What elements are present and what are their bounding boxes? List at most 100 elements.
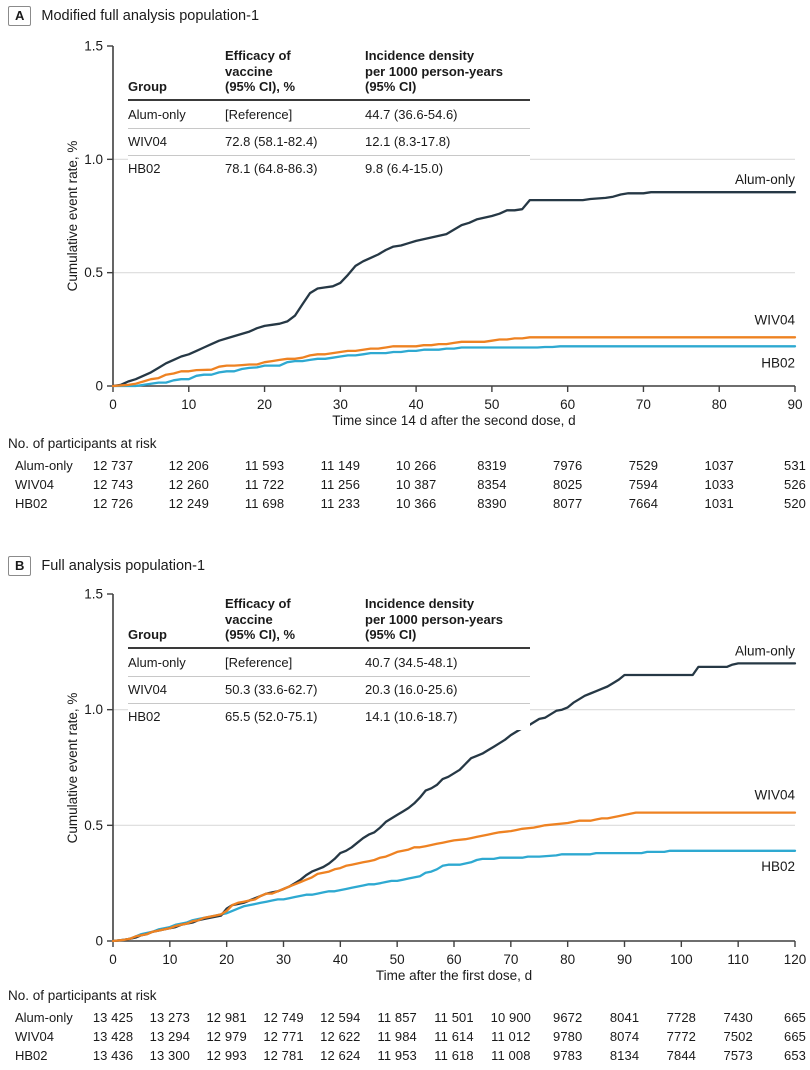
cell-incidence: 12.1 (8.3-17.8) [365, 134, 451, 149]
panel-b-title: Full analysis population-1 [41, 558, 206, 574]
panel-a-at-risk: No. of participants at risk Alum-only 12… [0, 436, 810, 514]
y-tick-label: 0.5 [84, 265, 103, 280]
panel-b-at-risk: No. of participants at risk Alum-only 13… [0, 988, 810, 1066]
x-tick-label: 70 [503, 952, 518, 967]
at-risk-value: 665 [784, 1029, 806, 1044]
at-risk-value: 12 743 [92, 477, 134, 492]
at-risk-value: 12 249 [168, 496, 209, 511]
at-risk-row-label: WIV04 [15, 1029, 55, 1044]
at-risk-row: Alum-only 12 737 12 206 11 593 11 149 10 266… [0, 457, 810, 476]
x-tick-label: 80 [560, 952, 575, 967]
x-tick-label: 0 [109, 397, 117, 412]
panel-a-title: Modified full analysis population-1 [41, 8, 260, 24]
at-risk-value: 10 900 [490, 1010, 532, 1025]
x-tick-label: 20 [219, 952, 234, 967]
cell-group: Alum-only [128, 654, 186, 670]
at-risk-value: 10 366 [395, 496, 437, 511]
at-risk-value: 9780 [552, 1029, 583, 1044]
at-risk-value: 526 [784, 477, 806, 492]
at-risk-value: 8077 [552, 496, 583, 511]
at-risk-value: 11 149 [320, 458, 361, 473]
col-header-efficacy: Efficacy of vaccine (95% CI), % [225, 48, 296, 94]
at-risk-value: 1033 [704, 477, 734, 492]
at-risk-value: 12 781 [263, 1048, 304, 1063]
at-risk-value: 531 [784, 458, 806, 473]
series-label: Alum-only [735, 643, 795, 658]
at-risk-value: 12 737 [92, 458, 134, 473]
col-header-group: Group [128, 627, 167, 642]
series-label: HB02 [761, 355, 795, 370]
cell-incidence: 9.8 (6.4-15.0) [365, 161, 444, 176]
series-label: WIV04 [754, 312, 795, 327]
at-risk-value: 11 618 [434, 1048, 474, 1063]
at-risk-value: 11 012 [491, 1029, 531, 1044]
panel-b-header: B Full analysis population-1 [8, 556, 205, 576]
cell-incidence: 14.1 (10.6-18.7) [365, 709, 458, 724]
cell-incidence: 20.3 (16.0-25.6) [365, 682, 458, 697]
panel-b-xlabel: Time after the first dose, d [375, 968, 533, 983]
at-risk-value: 1031 [704, 496, 734, 511]
at-risk-row-label: WIV04 [15, 477, 55, 492]
at-risk-value: 8319 [477, 458, 507, 473]
cell-efficacy: [Reference] [225, 654, 293, 670]
x-tick-label: 30 [276, 952, 291, 967]
at-risk-value: 7844 [666, 1048, 696, 1063]
at-risk-value: 12 594 [320, 1010, 361, 1025]
at-risk-value: 665 [784, 1010, 806, 1025]
at-risk-value: 7430 [723, 1010, 753, 1025]
y-tick-label: 0.5 [84, 818, 103, 833]
x-tick-label: 0 [109, 952, 117, 967]
at-risk-value: 12 979 [206, 1029, 247, 1044]
cell-efficacy: 65.5 (52.0-75.1) [225, 709, 318, 724]
cell-incidence: 44.7 (36.6-54.6) [365, 106, 458, 122]
table-row: WIV04 72.8 (58.1-82.4) 12.1 (8.3-17.8) [128, 127, 530, 155]
x-tick-label: 20 [257, 397, 272, 412]
cell-group: WIV04 [128, 682, 168, 697]
series-hb02 [111, 345, 797, 388]
cell-efficacy: [Reference] [225, 106, 293, 122]
table-row: HB02 65.5 (52.0-75.1) 14.1 (10.6-18.7) [128, 702, 530, 730]
table-header-row: Group Efficacy of vaccine (95% CI), % In… [128, 48, 530, 101]
at-risk-value: 11 593 [244, 458, 285, 473]
at-risk-row: HB02 13 436 13 300 12 993 12 781 12 624 11 95… [0, 1047, 810, 1066]
at-risk-value: 8354 [477, 477, 507, 492]
at-risk-value: 12 981 [206, 1010, 247, 1025]
at-risk-value: 7772 [666, 1029, 696, 1044]
x-tick-label: 60 [446, 952, 461, 967]
at-risk-value: 9672 [552, 1010, 583, 1025]
x-tick-label: 50 [484, 397, 499, 412]
x-tick-label: 10 [181, 397, 196, 412]
x-tick-label: 90 [787, 397, 802, 412]
y-tick-label: 1.5 [84, 587, 103, 602]
at-risk-value: 11 722 [244, 477, 285, 492]
series-label: HB02 [761, 859, 795, 874]
at-risk-value: 8041 [609, 1010, 640, 1025]
at-risk-value: 7976 [552, 458, 583, 473]
at-risk-row-label: Alum-only [15, 458, 73, 473]
at-risk-value: 12 622 [320, 1029, 361, 1044]
at-risk-value: 11 233 [320, 496, 361, 511]
cell-group: WIV04 [128, 134, 168, 149]
table-row: HB02 78.1 (64.8-86.3) 9.8 (6.4-15.0) [128, 154, 530, 182]
at-risk-value: 12 260 [168, 477, 209, 492]
at-risk-value: 8025 [552, 477, 583, 492]
x-tick-label: 50 [390, 952, 405, 967]
x-tick-label: 120 [784, 952, 807, 967]
x-tick-label: 100 [670, 952, 693, 967]
x-tick-label: 70 [636, 397, 651, 412]
cell-group: HB02 [128, 161, 161, 176]
at-risk-value: 10 387 [395, 477, 437, 492]
panel-b-efficacy-table: Group Efficacy of vaccine (95% CI), % In… [128, 596, 530, 730]
at-risk-row-label: HB02 [15, 1048, 48, 1063]
x-tick-label: 80 [712, 397, 727, 412]
at-risk-value: 520 [784, 496, 806, 511]
panel-a-header: A Modified full analysis population-1 [8, 6, 259, 26]
at-risk-value: 11 256 [320, 477, 361, 492]
at-risk-value: 7573 [723, 1048, 753, 1063]
table-row: Alum-only [Reference] 40.7 (34.5-48.1) [128, 649, 530, 676]
at-risk-row: WIV04 12 743 12 260 11 722 11 256 10 387 8354… [0, 476, 810, 495]
at-risk-value: 12 993 [206, 1048, 247, 1063]
x-tick-label: 110 [727, 952, 749, 967]
at-risk-value: 12 771 [263, 1029, 304, 1044]
